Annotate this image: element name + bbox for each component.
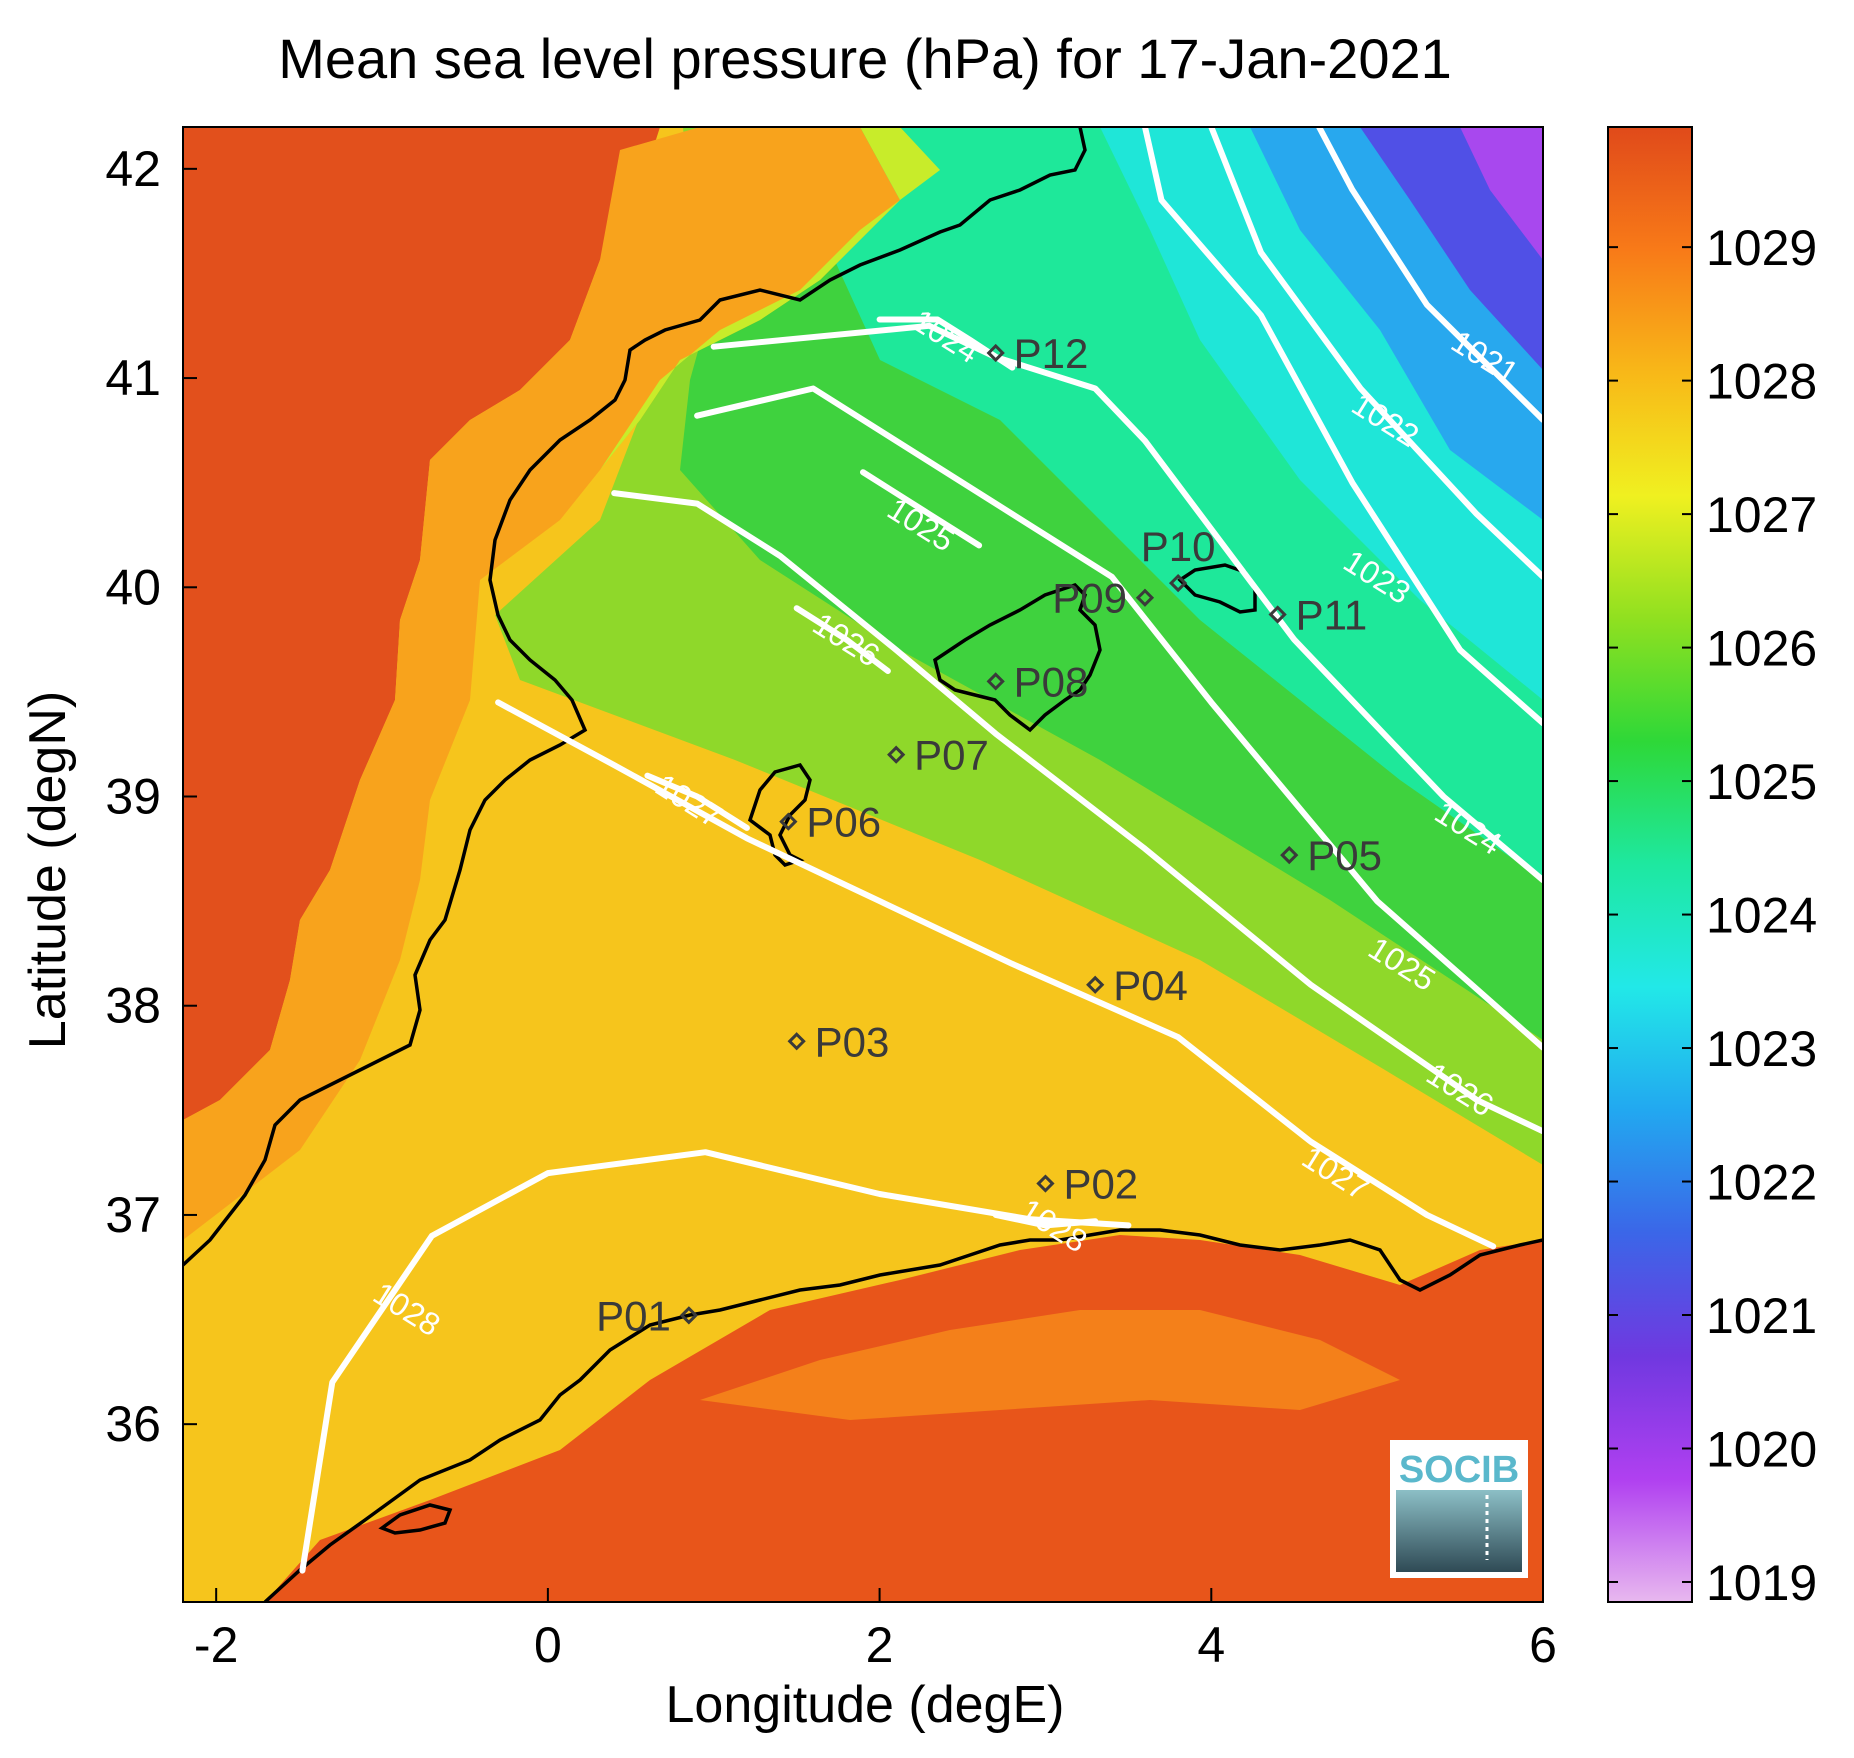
station-label: P05 [1307,832,1382,879]
land-north-africa-upland [700,1310,1400,1420]
pressure-field [183,127,1543,1602]
colorbar-tick-label: 1022 [1706,1155,1817,1211]
colorbar-tick-label: 1020 [1706,1421,1817,1477]
station-marker [1036,1174,1055,1193]
colorbar-tick-label: 1026 [1706,621,1817,677]
map-plot-area: 1021102210231024102410251025102610261027… [183,127,1543,1602]
map-title: Mean sea level pressure (hPa) for 17-Jan… [278,27,1452,90]
contour-line-1022 [1208,127,1543,580]
island-mallorca [933,582,1102,733]
x-axis-label: Longitude (degE) [666,1676,1065,1734]
land-iberia-coastal-slope [183,127,900,1240]
socib-logo-text: SOCIB [1399,1449,1519,1491]
station-marker [1280,845,1299,865]
y-tick-label: 40 [105,559,161,615]
station-label: P03 [815,1018,890,1065]
station-label: P09 [1052,575,1127,622]
contour-line-1025 [694,385,1543,1051]
colorbar-tick-label: 1021 [1706,1288,1817,1344]
contour-line-1026 [611,490,1543,1135]
x-tick-label: 4 [1197,1617,1225,1673]
x-axis: -2 0 2 4 6 [194,1588,1557,1673]
station-label: P10 [1141,523,1216,570]
x-tick-label: -2 [194,1617,238,1673]
colorbar-tick-label: 1027 [1706,487,1817,543]
station-marker [986,672,1005,691]
station-marker [787,1032,806,1051]
y-tick-label: 41 [105,350,161,406]
colorbar-ticks: 1019 1020 1021 1022 1023 1024 1025 1026 1027 1028… [1608,220,1817,1611]
station-markers: P01 P02 P03 P04 P05 P06 P07 P08 P09 P10 P11 P12 [596,330,1382,1339]
map-frame [182,126,1544,1603]
y-tick-label: 39 [105,769,161,825]
contour-line-1028 [992,1211,1099,1229]
station-label: P08 [1014,658,1089,705]
station-marker [1169,573,1188,593]
station-label: P01 [596,1292,671,1339]
colorbar-tick-label: 1029 [1706,220,1817,276]
x-tick-label: 6 [1529,1617,1557,1673]
contour-line-1027 [495,699,1497,1250]
station-marker [887,745,906,764]
station-marker [986,343,1005,363]
station-label: P11 [1296,591,1368,638]
station-marker [1086,975,1105,994]
y-tick-label: 36 [105,1396,161,1452]
contour-line-1021 [1316,127,1543,423]
station-label: P07 [914,732,989,779]
colorbar-tick-label: 1028 [1706,354,1817,410]
station-marker [1268,605,1287,624]
coastline-north-africa [263,1228,1543,1602]
y-axis: 36 37 38 39 40 41 42 [105,141,197,1452]
colorbar-tick-label: 1025 [1706,754,1817,810]
contour-line-1023 [1142,127,1543,727]
station-marker [1135,588,1155,607]
colorbar-tick-label: 1023 [1706,1021,1817,1077]
x-tick-label: 0 [534,1617,562,1673]
colorbar: 1019 1020 1021 1022 1023 1024 1025 1026 1027 1028… [1607,126,1817,1611]
station-label: P06 [806,799,881,846]
colorbar-tick-label: 1024 [1706,888,1817,944]
y-tick-label: 37 [105,1187,161,1243]
contour-line-1025 [860,469,983,549]
contour-line-1026 [793,605,891,674]
station-marker [779,812,798,831]
land-coastal-green [600,127,940,470]
contour-line-1024 [710,322,1543,884]
y-axis-label: Latitude (degN) [19,691,77,1049]
station-label: P02 [1063,1161,1138,1208]
station-label: P04 [1113,962,1188,1009]
y-tick-label: 38 [105,978,161,1034]
colorbar-tick-label: 1019 [1706,1555,1817,1611]
station-label: P12 [1014,330,1089,377]
land-iberia [183,127,660,1120]
y-tick-label: 42 [105,141,161,197]
colorbar-fill [1607,126,1693,1603]
coastline-iberia [183,127,1087,1267]
socib-logo: SOCIB [1390,1440,1528,1578]
island-alboran [378,1503,453,1535]
station-marker [679,1306,698,1325]
pressure-band-1020 [1460,127,1543,260]
island-menorca [1177,563,1257,614]
x-tick-label: 2 [866,1617,894,1673]
contour-line-1027 [644,772,750,831]
